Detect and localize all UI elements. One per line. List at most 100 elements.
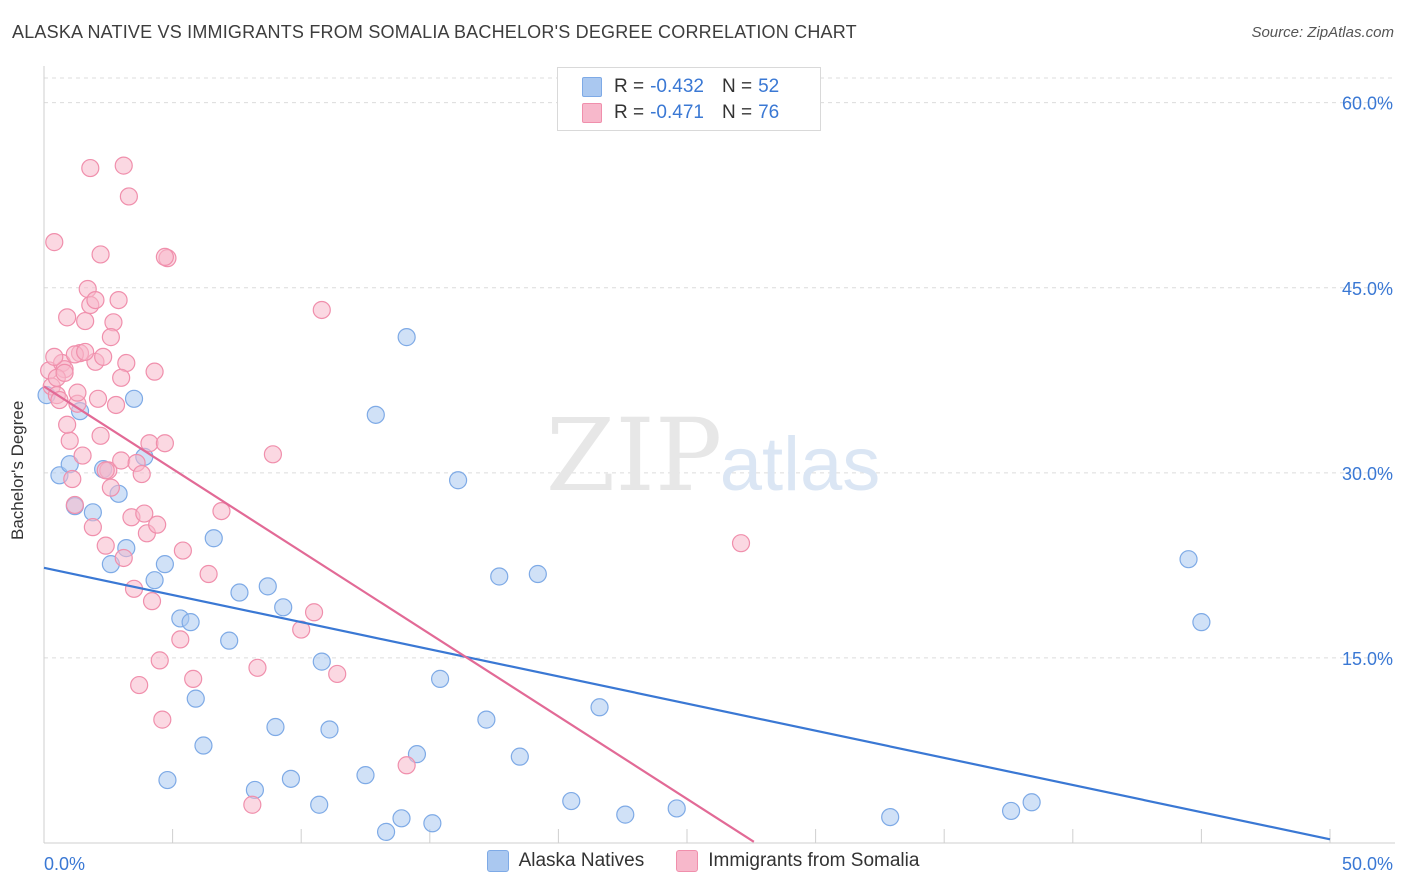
alaska-point (1001, 801, 1021, 821)
somalia-point (304, 603, 324, 622)
x-tick-label: 50.0% (1342, 854, 1393, 874)
alaska-point (194, 736, 213, 755)
somalia-point (173, 541, 192, 560)
somalia-point (45, 347, 64, 366)
somalia-point (58, 415, 77, 434)
somalia-point (312, 300, 331, 320)
pink-swatch-icon (582, 103, 602, 123)
x-tick-label: 0.0% (44, 854, 85, 874)
somalia-point (76, 311, 95, 331)
alaska-point (490, 567, 509, 586)
alaska-point (430, 669, 450, 688)
somalia-point (104, 313, 123, 332)
somalia-point (212, 501, 231, 521)
n-label: N = (721, 76, 753, 97)
somalia-point (132, 464, 151, 484)
watermark-zip: ZIP (546, 397, 722, 514)
alaska-point (510, 747, 529, 766)
alaska-point (124, 389, 144, 408)
somalia-point (171, 630, 190, 649)
r-value: -0.432 (650, 76, 704, 97)
somalia-point (88, 389, 108, 408)
y-tick-label: 45.0% (1342, 279, 1393, 299)
alaska-point (274, 598, 293, 617)
alaska-point (366, 405, 385, 424)
somalia-point (243, 795, 262, 814)
y-tick-label: 15.0% (1342, 649, 1393, 669)
n-value: 76 (758, 102, 780, 123)
r-label: R = (614, 76, 645, 97)
somalia-point (119, 187, 138, 206)
alaska-point (245, 780, 265, 800)
alaska-point (266, 717, 285, 737)
somalia-point (114, 156, 133, 175)
somalia-point (96, 461, 115, 480)
pink-swatch-icon (676, 850, 699, 872)
alaska-point (667, 799, 686, 818)
somalia-point (112, 451, 131, 470)
legend-item-somalia: Immigrants from Somalia (676, 850, 919, 872)
alaska-point (448, 471, 468, 490)
series-legend: Alaska Natives Immigrants from Somalia (0, 850, 1406, 872)
somalia-point (106, 395, 126, 415)
alaska-point (397, 328, 416, 347)
somalia-point (731, 534, 751, 553)
alaska-point (258, 577, 277, 596)
alaska-trend-line (43, 566, 1331, 841)
somalia-point (328, 664, 347, 684)
legend-item-alaska-natives: Alaska Natives (486, 850, 644, 872)
alaska-point (181, 613, 200, 632)
somalia-point (109, 290, 128, 310)
somalia-point (101, 328, 120, 347)
somalia-point (112, 368, 131, 387)
alaska-point (186, 689, 205, 708)
alaska-point (528, 564, 547, 584)
alaska-point (158, 770, 177, 790)
somalia-point (58, 308, 77, 327)
somalia-point (91, 245, 110, 264)
somalia-point (130, 675, 149, 695)
alaska-point (320, 720, 339, 739)
somalia-point (145, 362, 164, 381)
somalia-point (50, 390, 69, 410)
alaska-point (376, 822, 396, 841)
somalia-point (68, 383, 87, 402)
alaska-point (155, 555, 174, 574)
somalia-point (65, 495, 84, 515)
chart-title: ALASKA NATIVE VS IMMIGRANTS FROM SOMALIA… (12, 22, 857, 42)
somalia-point (155, 247, 174, 267)
r-label: R = (614, 102, 645, 123)
somalia-point (114, 548, 133, 568)
somalia-point (76, 342, 95, 362)
alaska-point (423, 814, 442, 833)
somalia-point (101, 478, 120, 497)
alaska-point (562, 791, 581, 811)
legend-label: Immigrants from Somalia (708, 850, 920, 871)
somalia-point (135, 504, 154, 523)
somalia-point (263, 445, 283, 464)
correlation-legend: R = -0.432 N = 52 R = -0.471 N = 76 (557, 67, 821, 131)
alaska-point (407, 745, 427, 764)
alaska-point (145, 571, 164, 590)
alaska-point (310, 795, 329, 814)
somalia-point (63, 469, 82, 489)
somalia-point (55, 363, 74, 382)
n-label: N = (721, 102, 753, 123)
somalia-point (150, 651, 169, 670)
somalia-point (81, 158, 100, 178)
somalia-point (83, 518, 102, 537)
somalia-point (96, 536, 115, 555)
somalia-point (45, 233, 64, 252)
alaska-point (220, 631, 239, 650)
somalia-trend-line (43, 385, 755, 843)
somalia-point (199, 564, 218, 584)
somalia-point (184, 669, 203, 688)
somalia-point (397, 756, 416, 775)
legend-row-alaska: R = -0.432 N = 52 (582, 74, 779, 100)
alaska-point (281, 769, 301, 788)
alaska-point (1022, 793, 1041, 812)
alaska-point (204, 529, 223, 548)
y-tick-label: 30.0% (1342, 464, 1393, 484)
r-value: -0.471 (650, 102, 704, 123)
